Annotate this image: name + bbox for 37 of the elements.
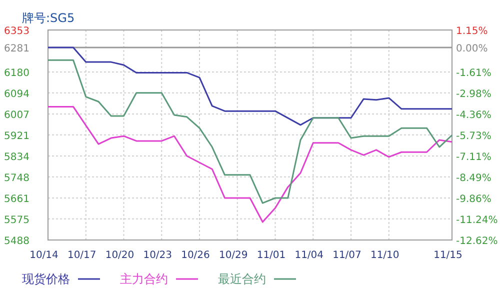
x-tick-label: 10/14	[30, 250, 58, 261]
y2-tick-label: 1.15%	[456, 26, 488, 37]
x-tick-label: 11/04	[294, 250, 324, 261]
y2-tick-label: 0.00%	[456, 44, 488, 55]
y-tick-label: 6281	[4, 43, 30, 54]
x-tick-label: 10/17	[67, 250, 96, 261]
y-tick-label: 5661	[4, 194, 30, 205]
y-tick-label: 5921	[4, 130, 30, 142]
y2-tick-label: -7.11%	[456, 152, 492, 163]
x-tick-label: 10/23	[143, 250, 172, 261]
y-tick-label: 5575	[4, 214, 30, 226]
y-tick-label: 5488	[4, 236, 30, 247]
x-tick-label: 11/15	[434, 250, 462, 261]
y-tick-label: 5834	[4, 152, 30, 163]
x-tick-label: 11/07	[332, 250, 362, 261]
y2-tick-label: -9.86%	[456, 194, 492, 205]
y2-tick-label: -1.61%	[456, 68, 492, 80]
x-tick-label: 11/10	[370, 250, 400, 261]
legend-label: 最近合约	[218, 272, 266, 286]
y2-tick-label: -2.98%	[456, 88, 492, 100]
chart-subtitle: 牌号:SG5	[22, 11, 75, 25]
y-tick-label: 6180	[4, 68, 30, 79]
y-tick-label: 6007	[4, 110, 30, 121]
x-tick-label: 11/01	[256, 250, 286, 261]
y2-tick-label: -12.62%	[456, 236, 498, 247]
y2-tick-label: -8.49%	[456, 173, 492, 184]
y-tick-label: 5748	[4, 172, 30, 184]
legend-label: 现货价格	[22, 272, 70, 286]
legend-label: 主力合约	[120, 272, 168, 286]
x-tick-label: 10/29	[218, 250, 248, 261]
y-tick-label: 6353	[4, 26, 30, 37]
y-tick-label: 6094	[4, 88, 30, 100]
x-tick-label: 10/26	[181, 250, 210, 261]
y2-tick-label: -11.24%	[456, 214, 498, 226]
y2-tick-label: -5.73%	[456, 130, 492, 142]
x-tick-label: 10/20	[105, 250, 134, 261]
y2-tick-label: -4.36%	[456, 110, 492, 122]
